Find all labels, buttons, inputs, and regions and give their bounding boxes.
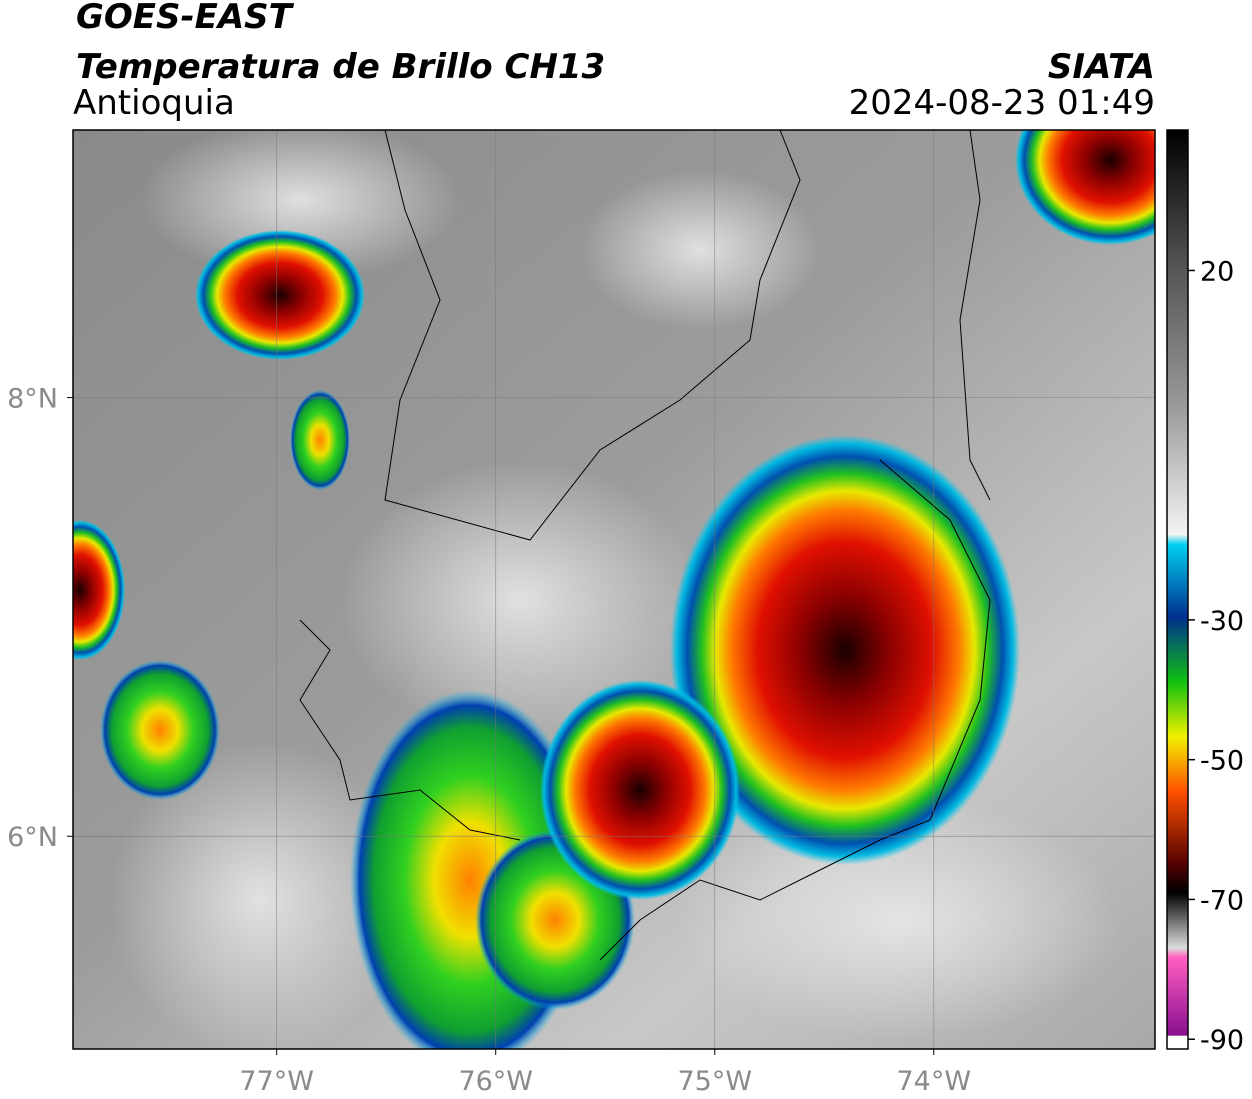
subtitle: Temperatura de Brillo CH13 (76, 47, 605, 87)
colorbar-tick-label: -90 (1200, 1025, 1244, 1056)
colorbar-tick-label: -30 (1200, 606, 1244, 637)
x-tick-label: 77°W (239, 1066, 314, 1097)
colorbar (1166, 129, 1189, 1050)
source: SIATA (1048, 47, 1155, 87)
colorbar-tick-label: -70 (1200, 885, 1244, 916)
satellite-image (73, 130, 1155, 1049)
graticule (73, 130, 1155, 1049)
x-tick-label: 74°W (897, 1066, 972, 1097)
map-frame (72, 129, 1156, 1050)
colorbar-tick-label: 20 (1200, 256, 1234, 287)
title: GOES-EAST (76, 0, 295, 37)
region: Antioquia (73, 83, 235, 123)
x-tick-label: 76°W (458, 1066, 533, 1097)
x-tick-label: 75°W (677, 1066, 752, 1097)
y-tick-label: 8°N (7, 384, 58, 415)
timestamp: 2024-08-23 01:49 (849, 83, 1155, 123)
colorbar-tick-label: -50 (1200, 746, 1244, 777)
y-tick-label: 6°N (7, 822, 58, 853)
